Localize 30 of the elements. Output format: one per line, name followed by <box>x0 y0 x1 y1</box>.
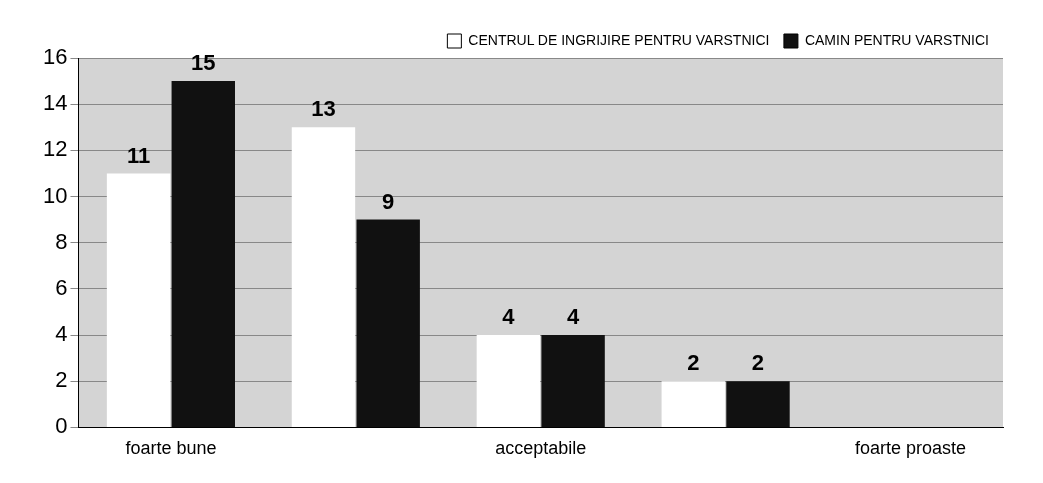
bar <box>356 219 420 427</box>
y-tick-label: 8 <box>55 228 68 254</box>
bar <box>541 335 605 427</box>
y-tick-label: 4 <box>55 321 68 347</box>
x-tick-label: acceptabile <box>495 438 587 459</box>
bar <box>106 173 171 427</box>
legend-label: CAMIN PENTRU VARSTNICI <box>804 31 990 48</box>
y-tick-label: 10 <box>42 182 68 208</box>
data-label: 13 <box>311 96 336 122</box>
bar <box>476 335 541 427</box>
y-tick-label: 14 <box>42 90 68 116</box>
y-tick-label: 16 <box>42 44 68 70</box>
data-label: 9 <box>382 188 395 214</box>
data-label: 2 <box>687 350 700 376</box>
bar <box>726 381 790 427</box>
x-tick-label: foarte bune <box>125 438 217 459</box>
data-label: 2 <box>751 350 765 376</box>
y-tick-label: 0 <box>55 413 68 439</box>
y-tick-label: 2 <box>55 367 68 393</box>
legend-label: CENTRUL DE INGRIJIRE PENTRU VARSTNICI <box>468 31 770 48</box>
data-label: 4 <box>502 304 516 330</box>
data-label: 11 <box>126 142 151 168</box>
y-tick-label: 6 <box>55 274 68 300</box>
y-tick-label: 12 <box>42 136 68 162</box>
data-label: 15 <box>191 50 216 76</box>
bar <box>661 381 725 427</box>
data-label: 4 <box>566 304 580 330</box>
bar <box>291 127 356 427</box>
bar <box>171 81 235 427</box>
x-tick-label: foarte proaste <box>855 438 967 459</box>
